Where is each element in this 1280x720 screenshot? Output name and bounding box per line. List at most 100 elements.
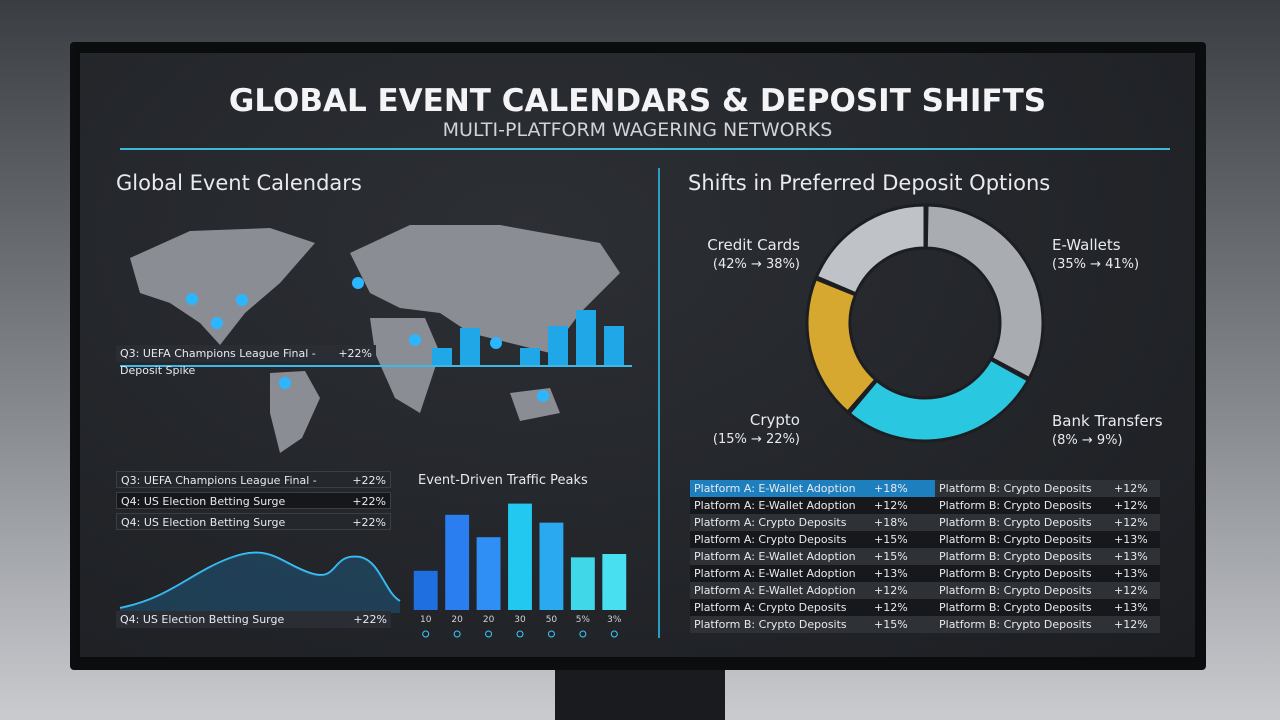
- bar: [508, 503, 532, 610]
- table-cell: +15%: [870, 531, 935, 548]
- table-cell: Platform A: Crypto Deposits: [690, 514, 870, 531]
- event-row: Q3: UEFA Champions League Final - Deposi…: [116, 471, 391, 504]
- table-cell: +12%: [1110, 514, 1160, 531]
- subtitle: MULTI-PLATFORM WAGERING NETWORKS: [442, 119, 833, 141]
- map-banner: Q3: UEFA Champions League Final - Deposi…: [116, 345, 376, 377]
- donut-label-change: (42% → 38%): [712, 257, 800, 272]
- table-cell: Platform B: Crypto Deposits: [935, 514, 1110, 531]
- bar: [602, 554, 627, 610]
- tick-dot: [516, 630, 524, 638]
- left-heading: Global Event Calendars: [116, 171, 362, 195]
- trend-event: Q4: US Election Betting Surge +22%: [116, 611, 391, 628]
- table-cell: +13%: [1110, 531, 1160, 548]
- donut-label-name: Credit Cards: [707, 236, 800, 254]
- divider: [120, 148, 1170, 150]
- donut-label: Crypto (15% → 22%): [700, 410, 800, 450]
- table-cell: Platform B: Crypto Deposits: [935, 480, 1110, 497]
- bar: [413, 570, 438, 610]
- table-cell: Platform B: Crypto Deposits: [935, 548, 1110, 565]
- map-pins: [186, 277, 549, 402]
- world-map: [130, 225, 620, 453]
- table-cell: Platform B: Crypto Deposits: [935, 582, 1110, 599]
- tick-dot: [610, 630, 618, 638]
- graphics: 10 20 20 30 50 5% 3%: [119, 203, 1045, 638]
- cell: Q3: UEFA Champions League Final - Deposi…: [121, 474, 317, 504]
- donut-label: E-Wallets (35% → 41%): [1052, 235, 1139, 275]
- tick-dot: [547, 630, 555, 638]
- event-row: Q4: US Election Betting Surge +22%: [116, 492, 391, 509]
- table-cell: +12%: [1110, 480, 1160, 497]
- donut-segment: [847, 357, 1031, 443]
- donut-label-name: Bank Transfers: [1052, 412, 1163, 430]
- table-cell: +13%: [1110, 548, 1160, 565]
- donut-label-change: (8% → 9%): [1052, 433, 1123, 448]
- table-cell: Platform B: Crypto Deposits: [935, 616, 1110, 633]
- table-cell: Platform B: Crypto Deposits: [935, 599, 1110, 616]
- donut-segment: [924, 203, 1045, 381]
- donut-label: Bank Transfers (8% → 9%): [1052, 411, 1163, 451]
- event-row: Q4: US Election Betting Surge +22%: [116, 513, 391, 530]
- table-cell: +15%: [870, 616, 935, 633]
- table-cell: Platform B: Crypto Deposits: [935, 565, 1110, 582]
- x-tick-label: 50: [546, 615, 558, 625]
- table-cell: +12%: [1110, 497, 1160, 514]
- table-cell: Platform A: E-Wallet Adoption: [690, 582, 870, 599]
- map-bars: [432, 310, 624, 366]
- table-cell: Platform A: Crypto Deposits: [690, 531, 870, 548]
- table-cell: Platform B: Crypto Deposits: [935, 497, 1110, 514]
- table-cell: +18%: [870, 514, 935, 531]
- donut-label-name: E-Wallets: [1052, 236, 1121, 254]
- x-tick-label: 10: [420, 615, 432, 625]
- monitor-stand: [555, 668, 725, 720]
- x-tick-label: 5%: [576, 615, 591, 625]
- table-cell: Platform B: Crypto Deposits: [690, 616, 870, 633]
- title: GLOBAL EVENT CALENDARS & DEPOSIT SHIFTS: [228, 83, 1047, 119]
- cell: +22%: [353, 613, 387, 626]
- cell: +22%: [352, 516, 386, 529]
- x-tick-label: 20: [483, 615, 495, 625]
- table-cell: Platform A: Crypto Deposits: [690, 599, 870, 616]
- donut-segment: [805, 276, 878, 415]
- table-cell: Platform A: E-Wallet Adoption: [690, 565, 870, 582]
- tick-dot: [579, 630, 587, 638]
- cell: Q4: US Election Betting Surge: [121, 516, 286, 529]
- cell: Q4: US Election Betting Surge: [120, 613, 285, 626]
- x-tick-label: 20: [451, 615, 463, 625]
- donut-label-change: (35% → 41%): [1052, 257, 1140, 272]
- bar: [476, 537, 501, 610]
- x-tick-label: 30: [514, 615, 526, 625]
- bar: [539, 522, 564, 610]
- cell: Q3: UEFA Champions League Final - Deposi…: [120, 347, 316, 377]
- table-cell: Platform A: E-Wallet Adoption: [690, 480, 870, 497]
- cell: +22%: [352, 495, 386, 508]
- cell: Q4: US Election Betting Surge: [121, 495, 286, 508]
- cell: +22%: [338, 347, 372, 360]
- donut-label-change: (15% → 22%): [712, 432, 800, 447]
- screen: GLOBAL EVENT CALENDARS & DEPOSIT SHIFTS …: [75, 48, 1200, 662]
- table-cell: +12%: [870, 599, 935, 616]
- table-cell: Platform A: E-Wallet Adoption: [690, 548, 870, 565]
- chart-title: Event-Driven Traffic Peaks: [418, 473, 588, 488]
- tick-dot: [422, 630, 430, 638]
- donut: [805, 203, 1045, 443]
- table-cell: Platform B: Crypto Deposits: [935, 531, 1110, 548]
- table-cell: Platform A: E-Wallet Adoption: [690, 497, 870, 514]
- table-cell: +13%: [1110, 565, 1160, 582]
- donut-segment: [814, 203, 927, 296]
- donut-label-name: Crypto: [749, 411, 800, 429]
- table-cell: +13%: [1110, 599, 1160, 616]
- table-cell: +15%: [870, 548, 935, 565]
- table-cell: +18%: [870, 480, 935, 497]
- x-tick-label: 3%: [607, 615, 622, 625]
- tick-dot: [453, 630, 461, 638]
- table-cell: +12%: [870, 582, 935, 599]
- bar: [445, 514, 470, 610]
- table-cell: +12%: [1110, 616, 1160, 633]
- column-divider: [658, 168, 660, 638]
- bar: [570, 557, 595, 610]
- table-cell: +12%: [870, 497, 935, 514]
- table-cell: +13%: [870, 565, 935, 582]
- tick-dot: [485, 630, 493, 638]
- right-heading: Shifts in Preferred Deposit Options: [688, 171, 1051, 195]
